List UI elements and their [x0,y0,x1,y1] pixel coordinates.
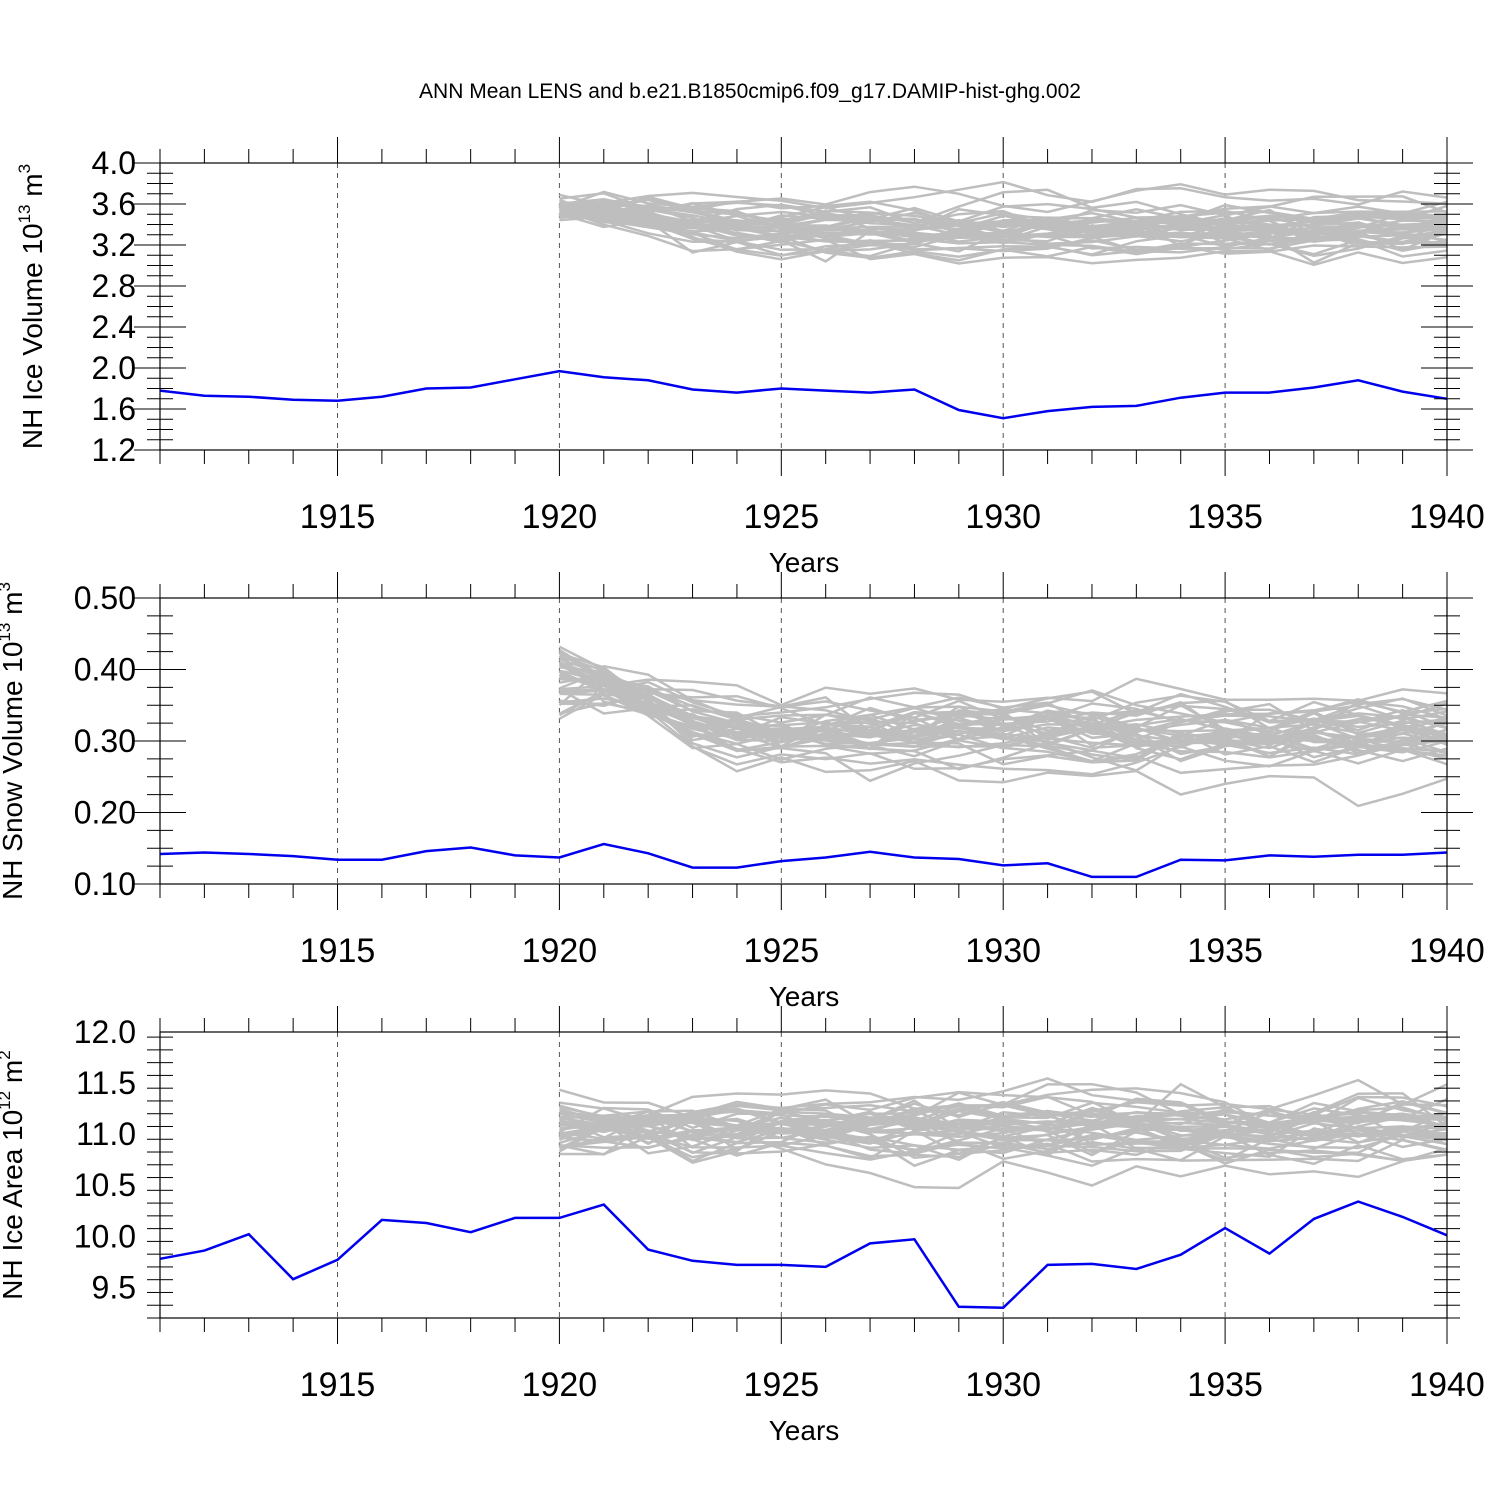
y-tick-label: 1.6 [92,391,136,427]
y-tick-label: 12.0 [74,1014,136,1050]
x-tick-label: 1925 [743,498,819,536]
ensemble-line [559,688,1448,749]
ensemble-lines [558,180,1448,267]
series-line [159,842,1448,879]
y-tick-label: 4.0 [92,145,136,181]
ensemble-line [559,198,1448,246]
x-tick-label: 1935 [1187,932,1263,970]
ensemble-line [558,670,1448,758]
x-tick-label: 1915 [300,498,376,536]
y-tick-label: 3.2 [92,227,136,263]
y-tick-label: 2.4 [92,309,136,345]
y-axis-title: NH Snow Volume 1013 m3 [0,582,28,900]
x-tick-label: 1925 [743,1366,819,1404]
y-tick-label: 0.40 [74,652,136,688]
y-tick-label: 0.20 [74,795,136,831]
x-tick-label: 1920 [522,1366,598,1404]
y-axis-title: NH Ice Area 1012 m2 [0,1050,28,1299]
y-tick-label: 1.2 [92,432,136,468]
y-axis-title: NH Ice Volume 1013 m3 [15,164,48,449]
ensemble-line [559,675,1448,783]
ensemble-line [558,664,1448,733]
ensemble-line [558,660,1448,750]
ensemble-line [559,195,1448,231]
x-tick-label: 1940 [1409,1366,1485,1404]
y-tick-label: 3.6 [92,186,136,222]
ensemble-line [558,648,1448,808]
series-line [159,1200,1448,1310]
y-tick-label: 10.5 [74,1167,136,1203]
chart-title: ANN Mean LENS and b.e21.B1850cmip6.f09_g… [419,80,1081,103]
y-tick-label: 0.10 [74,866,136,902]
x-tick-label: 1915 [300,1366,376,1404]
x-tick-label: 1930 [965,498,1041,536]
ensemble-line [558,673,1448,776]
x-tick-label: 1935 [1187,1366,1263,1404]
ensemble-line [559,1126,1448,1166]
x-tick-label: 1925 [743,932,819,970]
ensemble-line [559,1099,1448,1141]
y-tick-label: 10.0 [74,1218,136,1254]
x-tick-label: 1920 [522,498,598,536]
ensemble-line [559,1082,1448,1130]
y-tick-label: 11.5 [76,1065,136,1101]
ensemble-line [559,180,1448,218]
y-tick-label: 9.5 [92,1269,136,1305]
x-axis-title: Years [769,1415,840,1446]
y-tick-label: 11.0 [76,1116,136,1152]
ensemble-line [559,677,1448,751]
x-tick-label: 1920 [522,932,598,970]
panel-2: 1915 1920 1925 1930 1935 1940 0.50 0.40 0.30 0.20… [0,572,1485,1012]
x-tick-label: 1930 [965,1366,1041,1404]
ensemble-line [559,202,1448,262]
ensemble-line [558,652,1448,766]
x-axis-title: Years [769,547,840,578]
x-axis-title: Years [769,981,840,1012]
panels: 1915 1920 1925 1930 1935 1940 4.0 3.6 3.2 2.8 2.4 2… [0,137,1485,1446]
ensemble-line [559,1129,1448,1165]
y-tick-label: 0.50 [74,580,136,616]
ensemble-line [558,207,1448,267]
series-line [159,369,1448,420]
y-tick-label: 2.8 [92,268,136,304]
y-tick-label: 2.0 [92,350,136,386]
plot-frame [159,1031,1448,1319]
panel-1: 1915 1920 1925 1930 1935 1940 4.0 3.6 3.2 2.8 2.4 2… [15,137,1485,578]
x-tick-label: 1935 [1187,498,1263,536]
x-tick-label: 1940 [1409,498,1485,536]
ensemble-line [558,188,1448,226]
ensemble-line [559,677,1448,707]
ensemble-lines [558,645,1448,808]
x-tick-label: 1930 [965,932,1041,970]
ensemble-line [559,215,1448,256]
ensemble-line [558,199,1448,223]
x-tick-label: 1940 [1409,932,1485,970]
x-tick-label: 1915 [300,932,376,970]
panel-3: 1915 1920 1925 1930 1935 1940 12.0 11.5 11.0 10.5… [0,1006,1485,1446]
y-tick-label: 0.30 [74,723,136,759]
ensemble-line [559,1077,1448,1137]
ensemble-lines [558,1077,1448,1190]
